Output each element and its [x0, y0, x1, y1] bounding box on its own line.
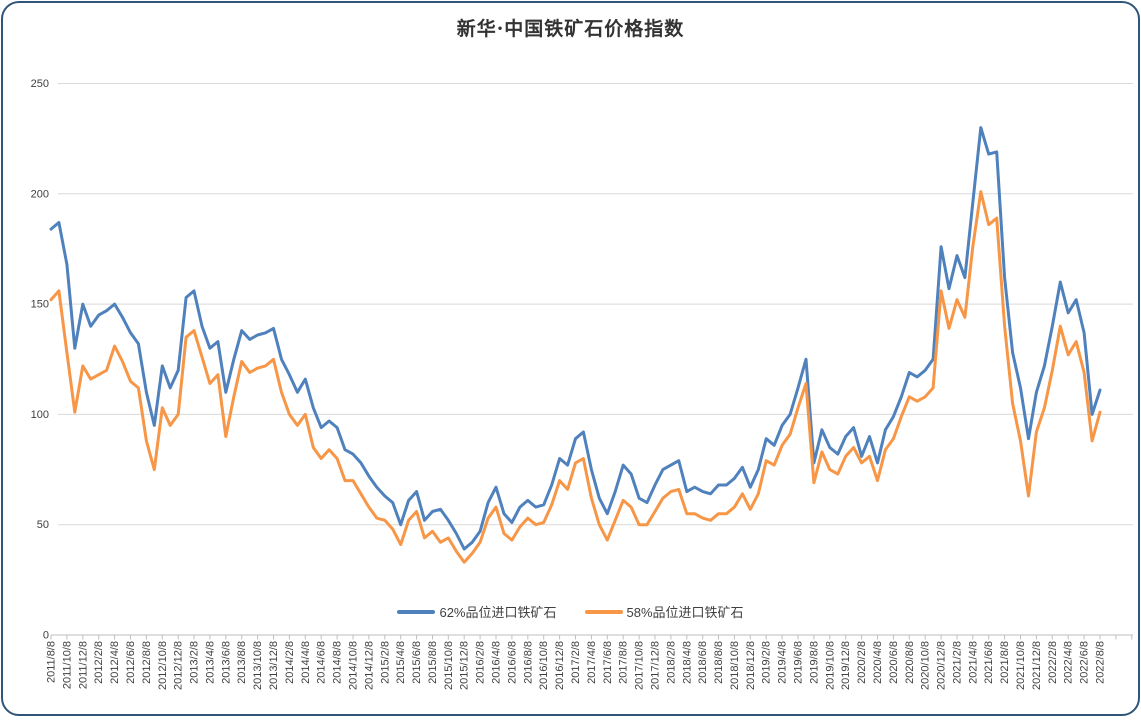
legend-label-58: 58%品位进口铁矿石 [626, 605, 744, 620]
x-axis-label: 2017/8/8 [618, 641, 630, 684]
x-axis-label: 2012/6/8 [125, 641, 137, 684]
x-axis-label: 2019/12/8 [840, 641, 852, 690]
x-axis-label: 2013/10/8 [252, 641, 264, 690]
legend-line-62-icon [397, 609, 436, 614]
x-axis-label: 2022/8/8 [1095, 641, 1107, 684]
chart-title: 新华·中国铁矿石价格指数 [456, 18, 685, 40]
x-axis-label: 2020/10/8 [920, 641, 932, 690]
legend-line-58-icon [584, 609, 623, 614]
x-axis-label: 2013/12/8 [268, 641, 280, 690]
x-axis-label: 2019/4/8 [777, 641, 789, 684]
legend-item-62: 62%品位进口铁矿石 [397, 602, 557, 621]
x-axis-label: 2018/8/8 [713, 641, 725, 684]
x-axis-label: 2013/6/8 [220, 641, 232, 684]
series-line-62 [49, 126, 1102, 551]
x-axis-label: 2017/2/8 [570, 641, 582, 684]
legend-item-58: 58%品位进口铁矿石 [584, 602, 744, 621]
x-axis-label: 2021/4/8 [967, 641, 979, 684]
x-axis-label: 2014/4/8 [300, 641, 312, 684]
x-axis-label: 2021/12/8 [1031, 641, 1043, 690]
x-axis-label: 2017/10/8 [634, 641, 646, 690]
series-line-58 [49, 190, 1102, 564]
y-axis-label: 100 [31, 409, 49, 421]
x-axis-label: 2018/10/8 [729, 641, 741, 690]
legend: 62%品位进口铁矿石 58%品位进口铁矿石 [3, 602, 1138, 621]
x-axis-label: 2017/4/8 [586, 641, 598, 684]
x-axis-label: 2013/2/8 [189, 641, 201, 684]
x-axis-label: 2021/8/8 [999, 641, 1011, 684]
x-axis-label: 2012/10/8 [157, 641, 169, 690]
x-axis-label: 2016/10/8 [538, 641, 550, 690]
x-axis-label: 2022/2/8 [1047, 641, 1059, 684]
x-axis-label: 2012/4/8 [109, 641, 121, 684]
x-axis-label: 2011/12/8 [77, 641, 89, 689]
legend-label-62: 62%品位进口铁矿石 [439, 605, 557, 620]
x-axis-label: 2020/8/8 [904, 641, 916, 684]
x-axis-label: 2015/4/8 [395, 641, 407, 684]
x-axis-label: 2012/12/8 [173, 641, 185, 690]
x-axis-label: 2016/4/8 [491, 641, 503, 684]
x-axis-label: 2016/8/8 [522, 641, 534, 684]
x-axis-label: 2017/6/8 [602, 641, 614, 684]
x-axis-label: 2011/10/8 [61, 641, 73, 689]
x-axis-label: 2019/10/8 [824, 641, 836, 690]
y-axis-label: 0 [43, 630, 49, 642]
x-axis-label: 2018/12/8 [745, 641, 757, 690]
x-axis-label: 2016/12/8 [554, 641, 566, 690]
x-axis-label: 2018/6/8 [697, 641, 709, 684]
x-axis-label: 2011/8/8 [46, 641, 58, 683]
x-axis-label: 2019/8/8 [808, 641, 820, 684]
x-axis-label: 2012/2/8 [93, 641, 105, 684]
x-axis-label: 2022/6/8 [1079, 641, 1091, 684]
x-axis-label: 2014/12/8 [363, 641, 375, 690]
y-axis-label: 150 [31, 299, 49, 311]
x-axis-label: 2019/2/8 [761, 641, 773, 684]
x-axis-label: 2021/10/8 [1015, 641, 1027, 690]
x-axis-label: 2012/8/8 [141, 641, 153, 684]
x-axis-label: 2013/4/8 [204, 641, 216, 684]
x-axis-label: 2021/6/8 [983, 641, 995, 684]
x-axis-label: 2020/6/8 [888, 641, 900, 684]
x-axis-label: 2021/2/8 [952, 641, 964, 684]
x-axis-label: 2014/8/8 [332, 641, 344, 684]
x-axis-label: 2015/12/8 [459, 641, 471, 690]
x-axis-label: 2018/2/8 [665, 641, 677, 684]
x-axis-label: 2015/10/8 [443, 641, 455, 690]
x-axis-label: 2019/6/8 [793, 641, 805, 684]
x-axis-label: 2015/8/8 [427, 641, 439, 684]
x-axis-label: 2014/2/8 [284, 641, 296, 684]
x-axis-label: 2017/12/8 [650, 641, 662, 690]
y-axis-label: 50 [37, 519, 49, 531]
x-axis-label: 2015/2/8 [379, 641, 391, 684]
x-axis-label: 2016/6/8 [506, 641, 518, 684]
y-axis-label: 200 [31, 188, 49, 200]
x-axis-label: 2016/2/8 [475, 641, 487, 684]
x-axis-label: 2014/6/8 [316, 641, 328, 684]
x-axis-label: 2013/8/8 [236, 641, 248, 684]
plot-area: 0 50 100 150 200 250 2011/8/8 2011/10/8 2011/12/… [31, 78, 1133, 690]
y-axis-label: 250 [31, 78, 49, 90]
x-axis-label: 2015/6/8 [411, 641, 423, 684]
x-axis-label: 2014/10/8 [348, 641, 360, 690]
x-axis-label: 2020/2/8 [856, 641, 868, 684]
x-axis-label: 2018/4/8 [681, 641, 693, 684]
x-axis-label: 2020/12/8 [936, 641, 948, 690]
x-axis-label: 2020/4/8 [872, 641, 884, 684]
x-axis-label: 2022/4/8 [1063, 641, 1075, 684]
